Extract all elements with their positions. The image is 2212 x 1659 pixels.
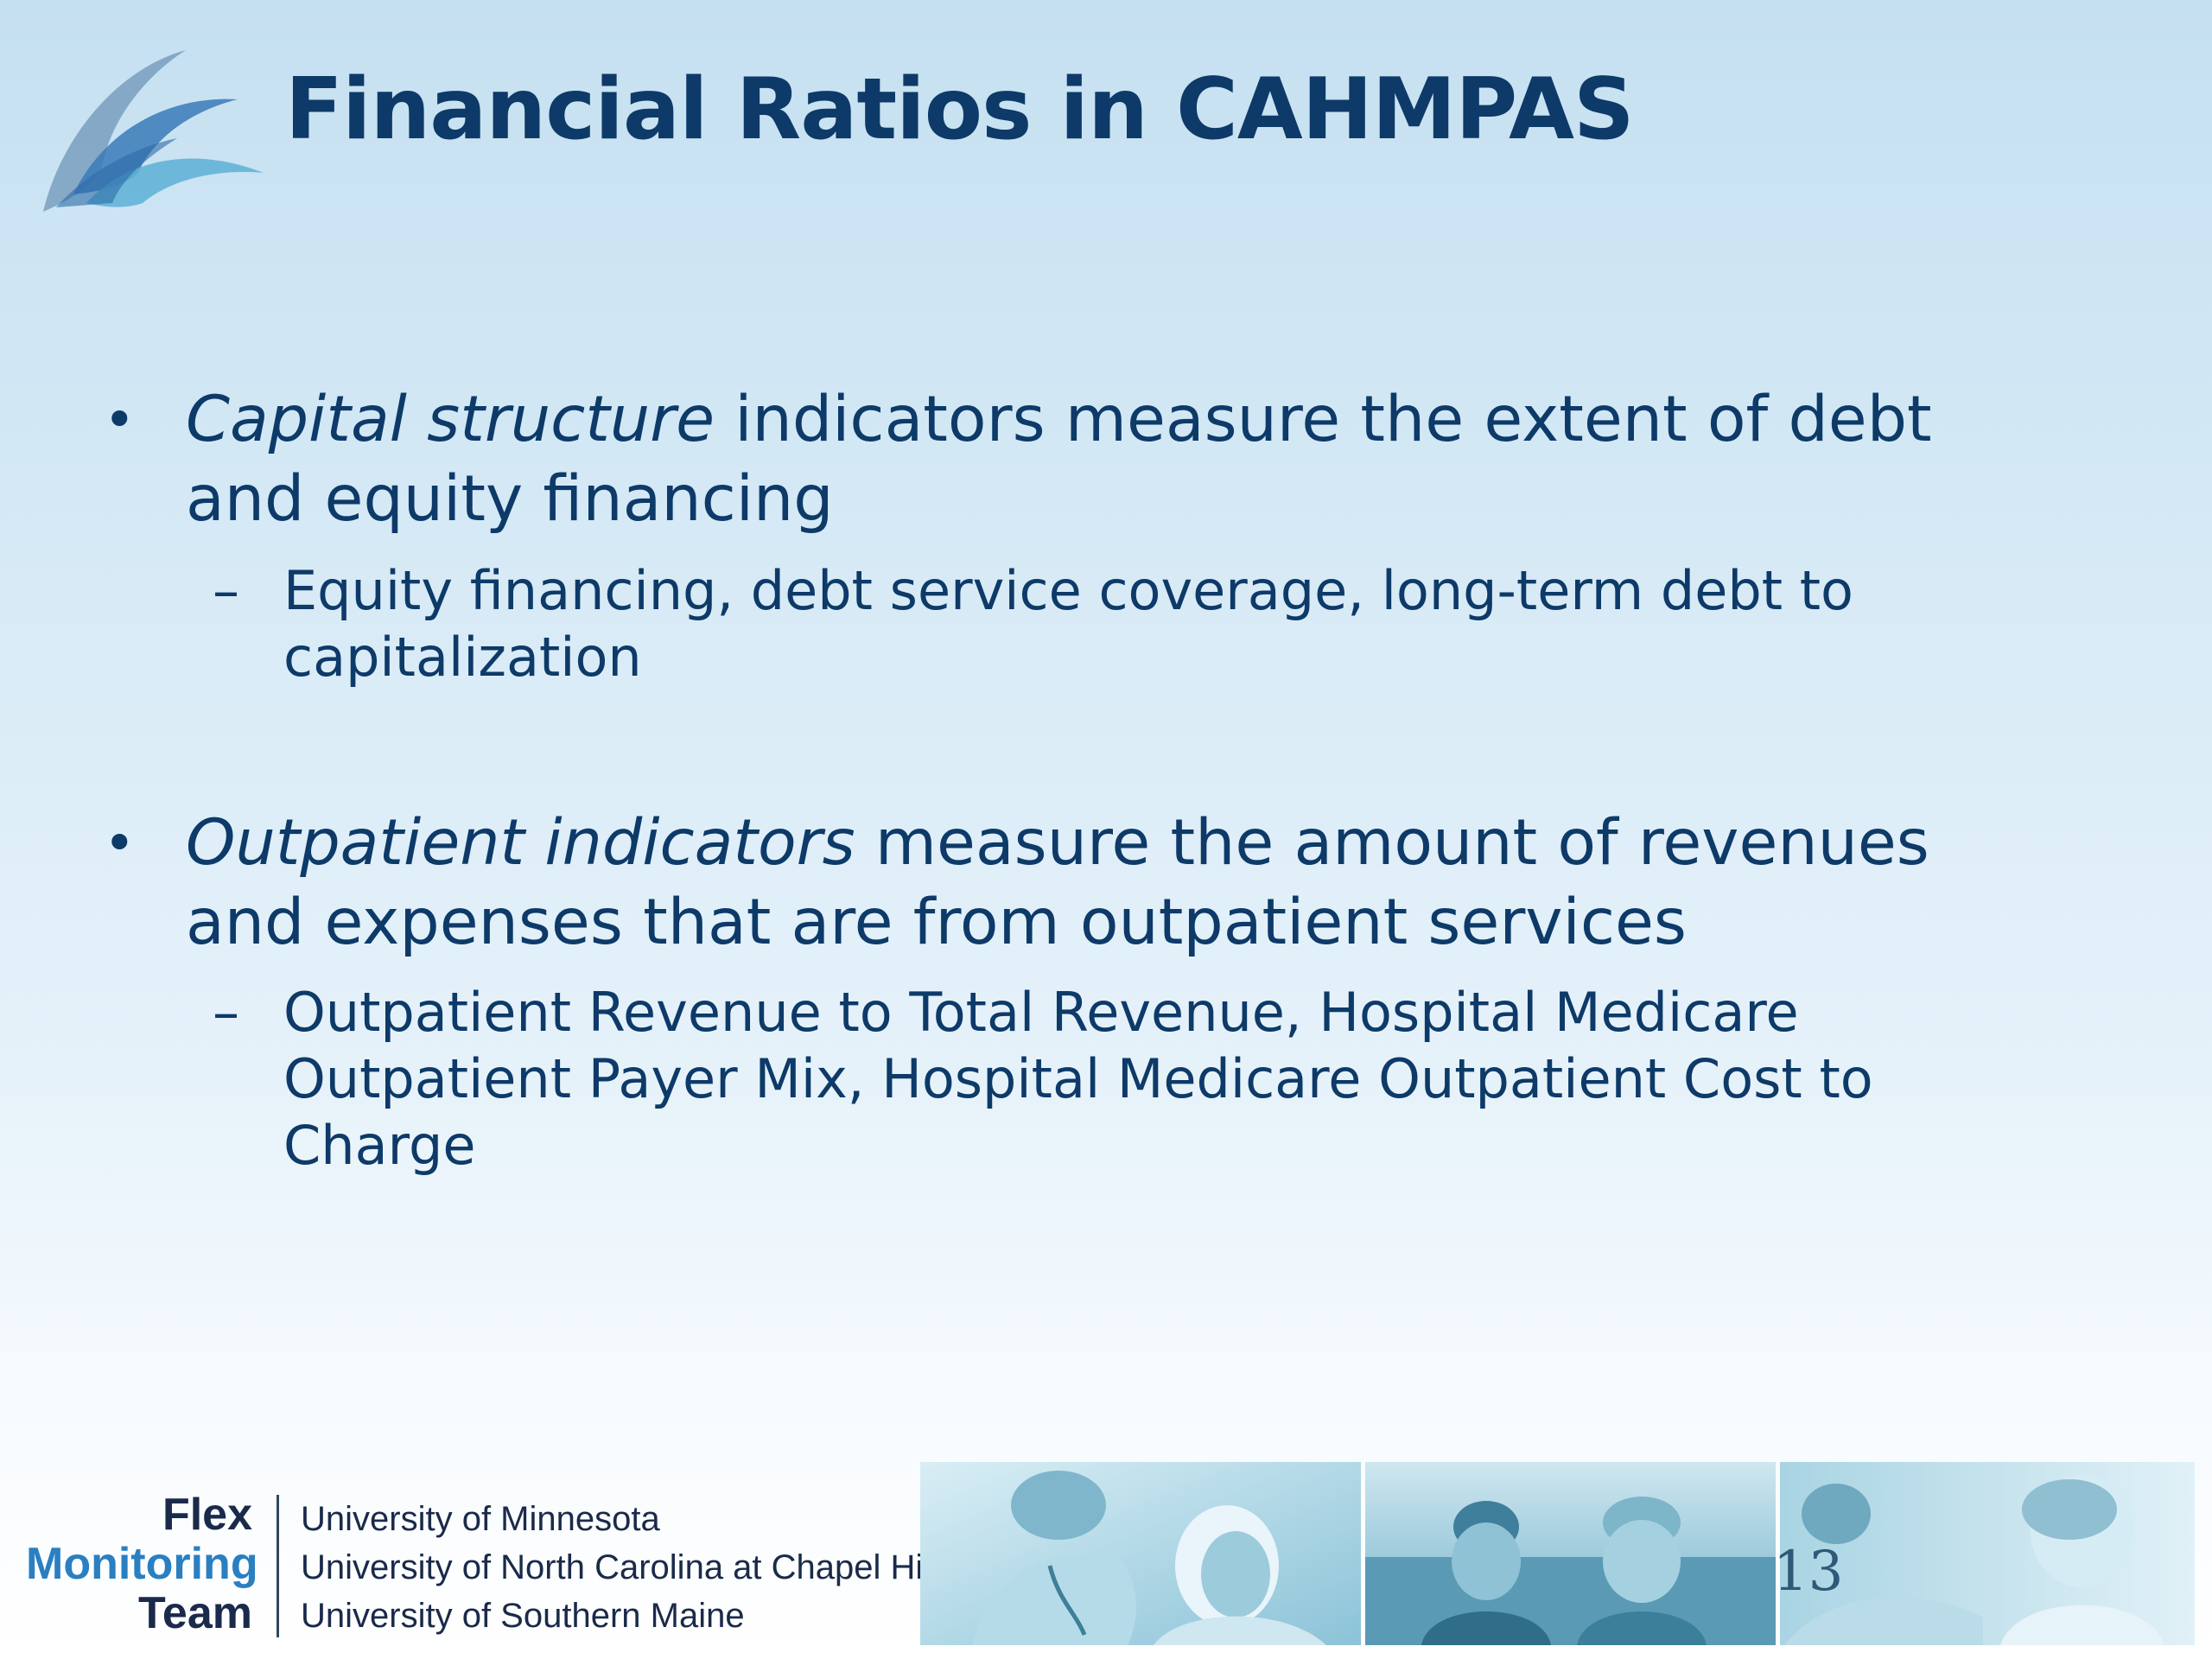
flex-wave-logo-icon [43, 50, 264, 212]
bullet-line: and expenses that are from outpatient se… [186, 886, 1687, 959]
sub-bullet-line: Charge [283, 1114, 476, 1177]
bullet-capital-structure: • Capital structure indicators measure t… [104, 380, 2000, 539]
bullet-dot-icon: • [104, 811, 136, 874]
bullet-text: measure the amount of revenues [855, 806, 1929, 880]
sub-bullet-line: Equity financing, debt service coverage,… [283, 559, 1853, 622]
logo-word-flex: Flex [162, 1490, 252, 1540]
bullet-lead-italic: Capital structure [186, 383, 715, 456]
slide-footer: Flex Monitoring Team University of Minne… [0, 1462, 2212, 1659]
photo-strip [920, 1462, 2195, 1645]
photo-two-men [1365, 1462, 1776, 1645]
sub-bullet-line: Outpatient Revenue to Total Revenue, Hos… [283, 981, 1799, 1044]
university-name: University of Minnesota [301, 1500, 660, 1538]
sub-bullet-line: Outpatient Payer Mix, Hospital Medicare … [283, 1047, 1873, 1110]
bullet-dot-icon: • [104, 388, 136, 451]
bullet-line: and equity financing [186, 462, 834, 536]
bullet-line: Capital structure indicators measure the… [186, 380, 2000, 460]
logo-word-team: Team [138, 1588, 252, 1638]
bullet-outpatient-indicators: • Outpatient indicators measure the amou… [104, 804, 2000, 963]
university-name: University of Southern Maine [301, 1597, 745, 1635]
dash-icon: – [213, 981, 239, 1044]
sub-bullet-outpatient: – Outpatient Revenue to Total Revenue, H… [213, 979, 1977, 1179]
logo-word-monitoring: Monitoring [26, 1539, 258, 1589]
bullet-line: Outpatient indicators measure the amount… [186, 804, 2000, 883]
bullet-text: indicators measure the extent of debt [715, 383, 1932, 456]
bullet-lead-italic: Outpatient indicators [186, 806, 855, 880]
sub-bullet-line: capitalization [283, 626, 642, 689]
slide-title: Financial Ratios in CAHMPAS [285, 60, 1635, 159]
footer-divider [276, 1495, 279, 1637]
flex-monitoring-team-logo: Flex Monitoring Team [26, 1490, 258, 1638]
sub-bullet-capital-structure: – Equity financing, debt service coverag… [213, 557, 1977, 690]
page-number: 13 [1773, 1540, 1844, 1604]
university-list: University of Minnesota University of No… [301, 1495, 938, 1640]
dash-icon: – [213, 559, 239, 622]
photo-child [1780, 1462, 2195, 1645]
university-name: University of North Carolina at Chapel H… [301, 1548, 939, 1586]
photo-nurse-patient [920, 1462, 1361, 1645]
